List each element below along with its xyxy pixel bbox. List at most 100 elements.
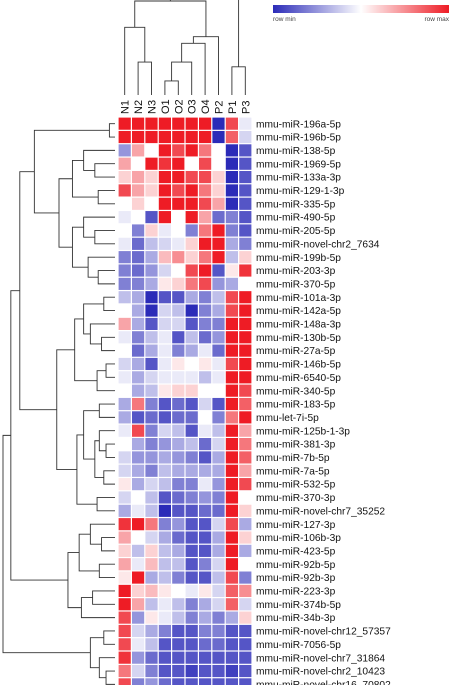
heatmap-cell [199, 638, 212, 651]
heatmap-cell [145, 424, 158, 437]
heatmap-cell [118, 384, 131, 397]
heatmap-cell [145, 344, 158, 357]
heatmap-cell [185, 411, 198, 424]
heatmap-cell [185, 237, 198, 250]
heatmap-cell [212, 611, 225, 624]
heatmap-cell [225, 504, 238, 517]
dendrogram-branch [103, 470, 115, 485]
heatmap-cell [145, 357, 158, 371]
heatmap-cell [225, 264, 238, 277]
heatmap-cell [239, 424, 252, 437]
legend-min-label: row min [273, 16, 296, 23]
heatmap-cell [185, 197, 198, 210]
row-label: mmu-miR-7a-5p [256, 466, 330, 477]
heatmap-cell [172, 224, 185, 237]
heatmap-cell [185, 424, 198, 437]
heatmap-cell [145, 264, 158, 277]
heatmap-cell [199, 518, 212, 531]
dendrogram-branch [231, 66, 246, 95]
dendrogram-branch [171, 61, 193, 95]
row-label: mmu-miR-7056-5p [256, 640, 341, 651]
heatmap-cell [199, 664, 212, 678]
heatmap-cell [158, 317, 171, 330]
heatmap-cell [239, 264, 252, 277]
heatmap-cell [118, 491, 131, 504]
heatmap-cell [239, 584, 252, 597]
heatmap-cell [118, 584, 131, 597]
heatmap-cell [212, 224, 225, 237]
heatmap-cell [132, 224, 145, 237]
heatmap-cell [239, 197, 252, 210]
heatmap-cell [158, 184, 171, 197]
heatmap-cell [132, 611, 145, 624]
heatmap-cell [145, 438, 158, 451]
heatmap-cell [212, 277, 225, 290]
heatmap-cell [212, 384, 225, 397]
heatmap-cell [212, 584, 225, 597]
heatmap-cell [132, 211, 145, 224]
heatmap-cell [158, 144, 171, 157]
legend-max-label: row max [424, 16, 449, 23]
heatmap-cell [172, 651, 185, 664]
heatmap-cell [132, 304, 145, 317]
dendrogram-branch [83, 410, 100, 460]
heatmap-cell [225, 411, 238, 424]
heatmap-cell [118, 211, 131, 224]
heatmap-cell [199, 224, 212, 237]
heatmap-cell [212, 531, 225, 544]
heatmap-cell [118, 291, 131, 304]
heatmap-cell [158, 584, 171, 597]
heatmap-cell [158, 171, 171, 184]
heatmap-cell [239, 544, 252, 557]
heatmap-cell [158, 304, 171, 317]
heatmap-cell [158, 344, 171, 357]
heatmap-cell [145, 277, 158, 290]
heatmap-cell [239, 171, 252, 184]
heatmap-cell [199, 384, 212, 397]
heatmap-cell [118, 171, 131, 184]
heatmap-cell [172, 491, 185, 504]
heatmap-cell [185, 117, 198, 130]
heatmap-cell [132, 651, 145, 664]
heatmap-cell [118, 518, 131, 531]
heatmap-cell [158, 291, 171, 304]
heatmap-cell [172, 571, 185, 584]
heatmap-cell [132, 518, 145, 531]
heatmap-cell [132, 117, 145, 130]
heatmap-cell [145, 251, 158, 264]
heatmap-cell [158, 464, 171, 477]
heatmap-cell [118, 317, 131, 330]
heatmap-cell [225, 371, 238, 384]
row-label: mmu-miR-142a-5p [256, 306, 341, 317]
heatmap-cell [185, 531, 198, 544]
heatmap-cell [158, 624, 171, 638]
dendrogram-branch [83, 216, 115, 238]
heatmap-cell [118, 598, 131, 611]
heatmap-cell [172, 317, 185, 330]
heatmap-cell [212, 264, 225, 277]
dendrogram-branch [92, 590, 115, 605]
row-label: mmu-miR-92b-3p [256, 573, 336, 584]
dendrogram-branch [83, 303, 104, 335]
heatmap-cell [132, 397, 145, 411]
heatmap-cell [118, 664, 131, 678]
heatmap-cell [145, 598, 158, 611]
heatmap-cell [145, 411, 158, 424]
row-label: mmu-miR-370-5p [256, 279, 336, 290]
heatmap-cell [158, 251, 171, 264]
heatmap-cell [158, 664, 171, 678]
heatmap-cell [225, 664, 238, 678]
heatmap-cell [132, 624, 145, 638]
heatmap-cell [185, 130, 198, 144]
heatmap-cell [158, 518, 171, 531]
heatmap-cell [158, 117, 171, 130]
heatmap-cell [225, 237, 238, 250]
heatmap-cell [185, 624, 198, 638]
heatmap-cell [145, 531, 158, 544]
heatmap-cell [132, 544, 145, 557]
heatmap-cell [172, 531, 185, 544]
heatmap-cell [212, 317, 225, 330]
column-label: N3 [147, 100, 159, 114]
heatmap-cell [225, 558, 238, 571]
heatmap-cell [225, 491, 238, 504]
